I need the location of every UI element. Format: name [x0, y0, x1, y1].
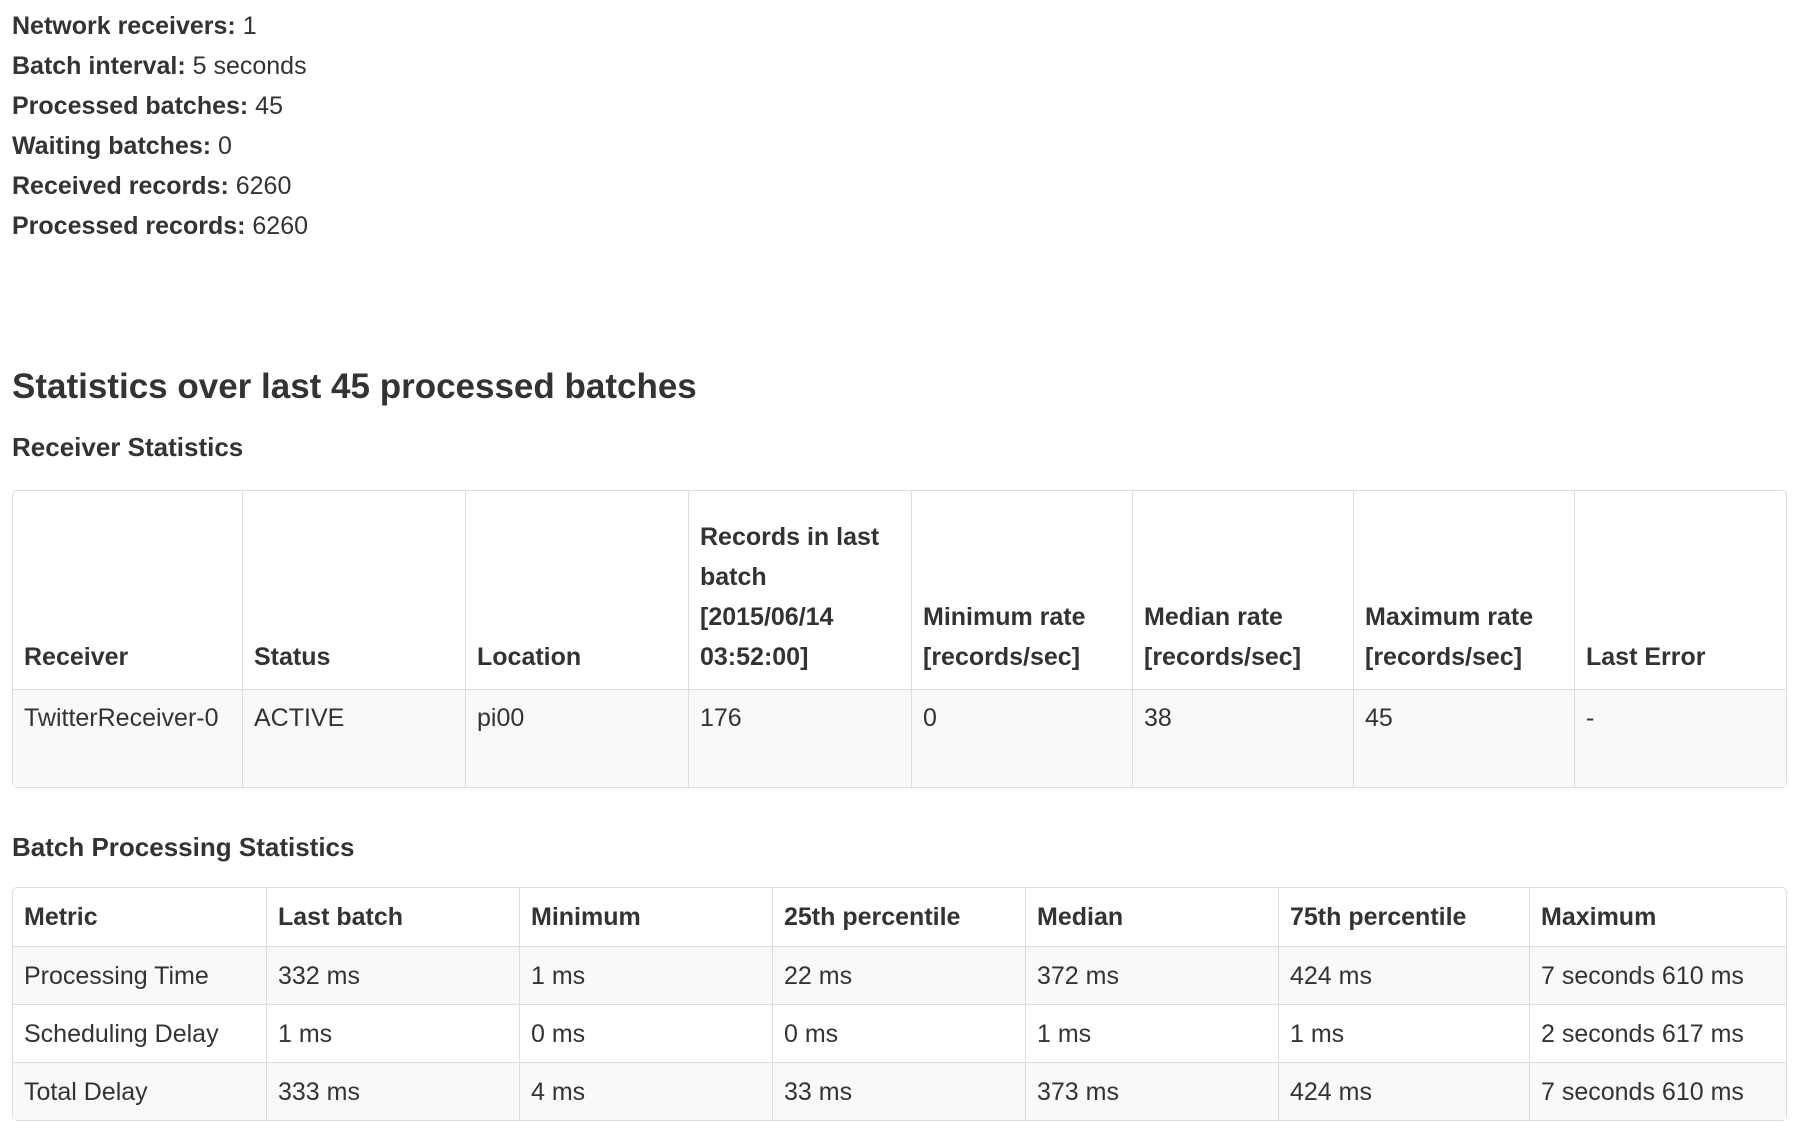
- column-header-minimum-rate[interactable]: Minimum rate [records/sec]: [911, 491, 1132, 689]
- table-row: Scheduling Delay 1 ms 0 ms 0 ms 1 ms 1 m…: [13, 1004, 1786, 1062]
- summary-item-batch-interval: Batch interval: 5 seconds: [12, 46, 1787, 86]
- table-cell: Processing Time: [13, 946, 266, 1004]
- table-cell: 0 ms: [772, 1004, 1025, 1062]
- table-row: TwitterReceiver-0 ACTIVE pi00 176 0 38 4…: [13, 689, 1786, 787]
- column-header-median-rate[interactable]: Median rate [records/sec]: [1132, 491, 1353, 689]
- batch-processing-statistics-table: Metric Last batch Minimum 25th percentil…: [12, 887, 1787, 1121]
- summary-label: Processed batches:: [12, 92, 249, 120]
- statistics-title: Statistics over last 45 processed batche…: [12, 367, 697, 406]
- table-header-row: Metric Last batch Minimum 25th percentil…: [13, 888, 1786, 946]
- summary-label: Waiting batches:: [12, 132, 212, 160]
- column-header-maximum[interactable]: Maximum: [1529, 888, 1786, 946]
- table-header-row: Receiver Status Location Records in last…: [13, 491, 1786, 689]
- column-header-maximum-rate[interactable]: Maximum rate [records/sec]: [1353, 491, 1574, 689]
- summary-label: Processed records:: [12, 212, 246, 240]
- summary-label: Batch interval:: [12, 52, 186, 80]
- table-cell: 33 ms: [772, 1062, 1025, 1120]
- summary-label: Network receivers:: [12, 12, 236, 40]
- summary-item-received-records: Received records: 6260: [12, 166, 1787, 206]
- table-cell: 1 ms: [1278, 1004, 1529, 1062]
- table-row: Processing Time 332 ms 1 ms 22 ms 372 ms…: [13, 946, 1786, 1004]
- table-cell: 7 seconds 610 ms: [1529, 1062, 1786, 1120]
- summary-item-network-receivers: Network receivers: 1: [12, 6, 1787, 46]
- table-cell: Total Delay: [13, 1062, 266, 1120]
- receiver-statistics-table: Receiver Status Location Records in last…: [12, 490, 1787, 788]
- table-cell: pi00: [465, 689, 688, 787]
- table-cell: 0: [911, 689, 1132, 787]
- summary-value: 6260: [235, 172, 292, 200]
- table-cell: 373 ms: [1025, 1062, 1278, 1120]
- table-cell: -: [1574, 689, 1786, 787]
- column-header-status[interactable]: Status: [242, 491, 465, 689]
- column-header-75th-percentile[interactable]: 75th percentile: [1278, 888, 1529, 946]
- table-cell: TwitterReceiver-0: [13, 689, 242, 787]
- summary-value: 45: [255, 92, 283, 120]
- streaming-page: Network receivers: 1 Batch interval: 5 s…: [12, 6, 1787, 1121]
- column-header-records-last-batch[interactable]: Records in last batch [2015/06/14 03:52:…: [688, 491, 911, 689]
- receiver-statistics-title: Receiver Statistics: [12, 432, 244, 462]
- column-header-receiver[interactable]: Receiver: [24, 643, 129, 671]
- summary-value: 1: [242, 12, 257, 40]
- table-cell: 2 seconds 617 ms: [1529, 1004, 1786, 1062]
- summary-item-processed-batches: Processed batches: 45: [12, 86, 1787, 126]
- summary-item-waiting-batches: Waiting batches: 0: [12, 126, 1787, 166]
- column-header-minimum[interactable]: Minimum: [519, 888, 772, 946]
- column-header-last-error[interactable]: Last Error: [1574, 491, 1786, 689]
- table-cell: 176: [688, 689, 911, 787]
- table-cell: 424 ms: [1278, 946, 1529, 1004]
- table-row: Total Delay 333 ms 4 ms 33 ms 373 ms 424…: [13, 1062, 1786, 1120]
- column-header-metric[interactable]: Metric: [24, 903, 98, 931]
- column-header-location[interactable]: Location: [465, 491, 688, 689]
- summary-list: Network receivers: 1 Batch interval: 5 s…: [12, 6, 1787, 246]
- table-cell: 372 ms: [1025, 946, 1278, 1004]
- summary-value: 6260: [252, 212, 309, 240]
- table-cell: 22 ms: [772, 946, 1025, 1004]
- table-cell: 424 ms: [1278, 1062, 1529, 1120]
- column-header-last-batch[interactable]: Last batch: [266, 888, 519, 946]
- table-cell: ACTIVE: [242, 689, 465, 787]
- table-cell: 333 ms: [266, 1062, 519, 1120]
- table-cell: Scheduling Delay: [13, 1004, 266, 1062]
- summary-value: 5 seconds: [192, 52, 307, 80]
- table-cell: 1 ms: [1025, 1004, 1278, 1062]
- table-cell: 332 ms: [266, 946, 519, 1004]
- table-cell: 1 ms: [266, 1004, 519, 1062]
- table-cell: 38: [1132, 689, 1353, 787]
- table-cell: 0 ms: [519, 1004, 772, 1062]
- summary-value: 0: [218, 132, 232, 160]
- summary-label: Received records:: [12, 172, 229, 200]
- table-cell: 7 seconds 610 ms: [1529, 946, 1786, 1004]
- column-header-median[interactable]: Median: [1025, 888, 1278, 946]
- column-header-25th-percentile[interactable]: 25th percentile: [772, 888, 1025, 946]
- batch-processing-statistics-title: Batch Processing Statistics: [12, 832, 355, 862]
- table-cell: 4 ms: [519, 1062, 772, 1120]
- table-cell: 1 ms: [519, 946, 772, 1004]
- table-cell: 45: [1353, 689, 1574, 787]
- summary-item-processed-records: Processed records: 6260: [12, 206, 1787, 246]
